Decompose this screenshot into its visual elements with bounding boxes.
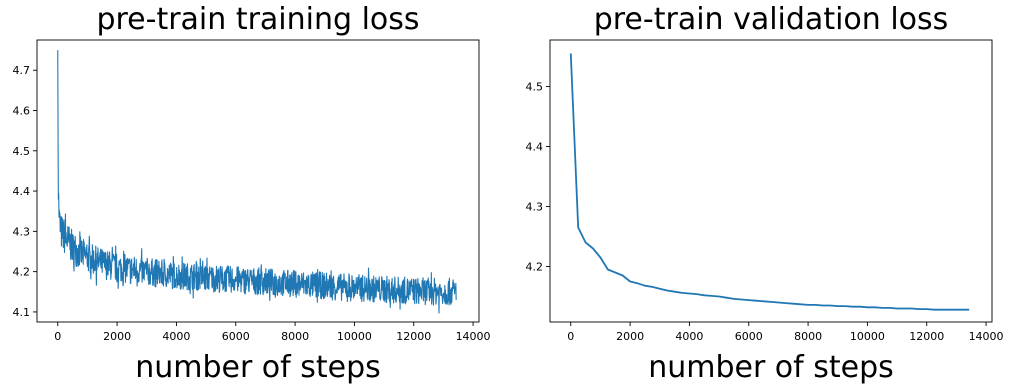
y-tick-label: 4.2 [13, 266, 31, 279]
x-tick-label: 10000 [850, 330, 885, 343]
y-tick-label: 4.4 [13, 185, 31, 198]
x-tick-label: 14000 [969, 330, 1004, 343]
axes-frame [549, 39, 993, 323]
y-tick-label: 4.2 [526, 261, 544, 274]
axes-frame [36, 39, 480, 323]
x-tick-label: 2000 [103, 330, 131, 343]
plot-area [569, 53, 970, 311]
plot-area [57, 50, 457, 314]
x-tick-label: 0 [54, 330, 61, 343]
x-tick-label: 12000 [909, 330, 944, 343]
training-loss-title: pre-train training loss [96, 2, 419, 37]
x-tick-label: 6000 [735, 330, 763, 343]
validation-loss-panel: pre-train validation loss number of step… [526, 2, 1004, 385]
training-loss-xlabel: number of steps [135, 350, 381, 385]
loss-line [57, 50, 457, 314]
y-tick-label: 4.5 [13, 145, 31, 158]
y-tick-label: 4.3 [526, 201, 544, 214]
x-tick-label: 0 [567, 330, 574, 343]
y-tick-label: 4.6 [13, 105, 31, 118]
y-tick-label: 4.7 [13, 64, 31, 77]
x-tick-label: 4000 [675, 330, 703, 343]
y-tick-label: 4.1 [13, 306, 31, 319]
x-tick-label: 2000 [616, 330, 644, 343]
y-tick-label: 4.3 [13, 225, 31, 238]
x-tick-label: 12000 [396, 330, 431, 343]
y-tick-label: 4.4 [526, 141, 544, 154]
x-tick-label: 8000 [281, 330, 309, 343]
validation-loss-xlabel: number of steps [648, 350, 894, 385]
x-tick-label: 8000 [794, 330, 822, 343]
y-tick-label: 4.5 [526, 81, 544, 94]
validation-loss-title: pre-train validation loss [594, 2, 949, 37]
training-loss-panel: pre-train training loss number of steps … [13, 2, 491, 385]
x-tick-label: 14000 [456, 330, 491, 343]
loss-line [569, 53, 970, 311]
x-tick-label: 4000 [162, 330, 190, 343]
x-tick-label: 6000 [222, 330, 250, 343]
x-tick-label: 10000 [337, 330, 372, 343]
